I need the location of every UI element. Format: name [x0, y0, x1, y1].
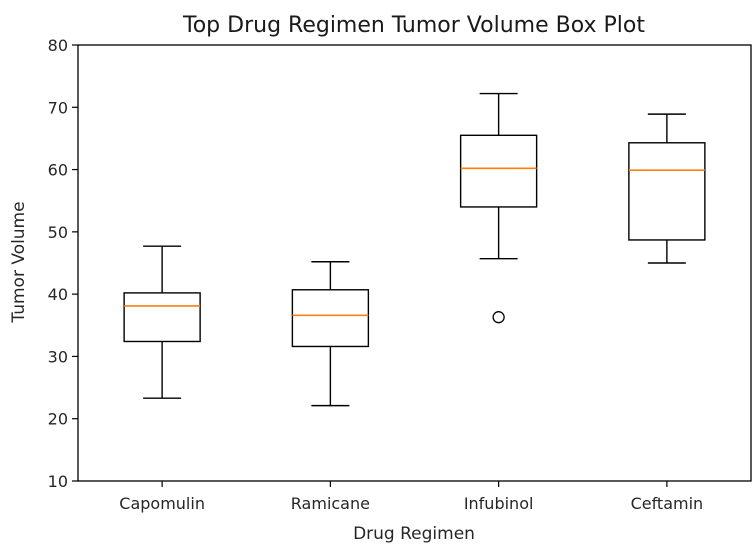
- chart-title: Top Drug Regimen Tumor Volume Box Plot: [182, 13, 645, 38]
- y-tick-label-30: 30: [48, 347, 68, 366]
- y-tick-label-50: 50: [48, 223, 68, 242]
- y-tick-label-70: 70: [48, 98, 68, 117]
- x-tick-label-ceftamin: Ceftamin: [631, 494, 704, 513]
- box-ceftamin: [628, 142, 706, 241]
- x-tick-label-capomulin: Capomulin: [119, 494, 205, 513]
- box-capomulin: [123, 292, 201, 343]
- y-tick-label-40: 40: [48, 285, 68, 304]
- y-tick-label-10: 10: [48, 472, 68, 491]
- y-tick-label-80: 80: [48, 36, 68, 55]
- box-ramicane: [291, 289, 370, 348]
- plot-area: 10 20 30 40 50 60 70 80 Capomulin Ramicane Infubin…: [48, 36, 752, 513]
- x-tick-label-ramicane: Ramicane: [291, 494, 370, 513]
- y-tick-label-20: 20: [48, 410, 68, 429]
- x-axis-label: Drug Regimen: [353, 524, 475, 544]
- box-infubinol: [459, 134, 538, 208]
- outlier-infubinol-0: [492, 311, 505, 324]
- y-axis-label: Tumor Volume: [9, 201, 29, 323]
- plot-frame: [77, 44, 752, 482]
- x-tick-label-infubinol: Infubinol: [464, 494, 534, 513]
- y-tick-label-60: 60: [48, 161, 68, 180]
